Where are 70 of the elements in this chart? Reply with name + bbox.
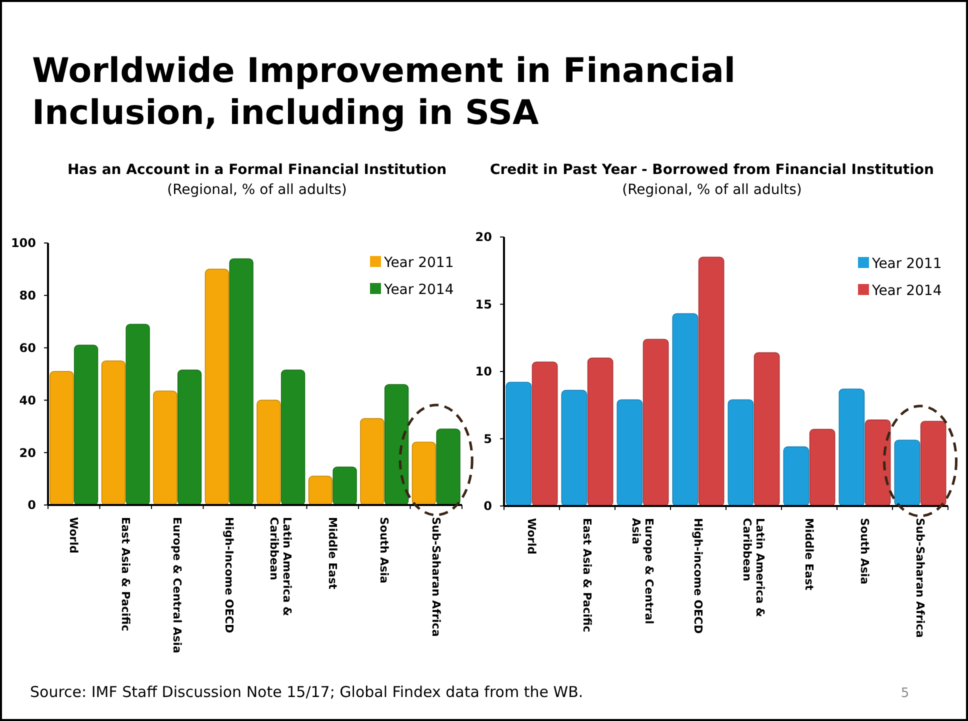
text: 5 [900,686,910,701]
bar [332,466,357,506]
x-tick-label: Sub-Saharan Africa [913,518,926,638]
bar [838,388,865,506]
x-tick-label: Sub-Saharan Africa [429,517,442,637]
legend-label: Year 2011 [871,256,942,272]
chart-title: Has an Account in a Formal Financial Institution [67,162,447,178]
bar [153,390,178,506]
x-tick-label: World [67,517,80,554]
bar [506,382,532,506]
x-tick-label: World [524,518,538,554]
legend-label: Year 2014 [871,282,942,299]
bar [809,428,836,506]
bar [412,442,436,506]
bar [308,476,333,506]
bar [280,370,306,506]
chart-subtitle: (Regional, % of all adults) [167,182,347,198]
bar [384,384,409,506]
x-tick-label: Europe & Central Asia [629,518,656,624]
bar [177,370,202,506]
source-note: Source: IMF Staff Discussion Note 15/17; Global Findex data from the WB. [30,683,584,701]
y-tick-label: 20 [475,230,492,244]
bar [754,352,780,506]
y-tick-label: 60 [19,341,36,355]
chart-subtitle: (Regional, % of all adults) [622,182,802,198]
bar [894,440,920,506]
x-tick-label: South Asia [378,517,391,584]
y-tick-label: 5 [484,432,492,446]
y-tick-label: 15 [475,297,492,312]
bar [616,399,643,506]
bar [101,360,126,506]
bar [783,446,810,506]
x-tick-label: Middle East [802,518,816,590]
text: Worldwide Improvement in Financial Inclusion, including in SSA [32,51,736,133]
chart-title: Credit in Past Year - Borrowed from Financial Institution [490,162,934,178]
bar [698,256,724,506]
bar [561,390,588,506]
x-tick-label: Latin America & Caribbean [268,517,294,617]
x-tick-label: Europe & Central Asia [170,517,184,654]
bar [532,362,558,506]
bar [864,420,891,506]
bar [587,358,614,506]
y-tick-label: 20 [19,446,36,460]
bar [360,418,384,506]
bar [436,428,460,506]
x-tick-label: South Asia [858,518,871,584]
y-tick-label: 100 [10,236,36,250]
y-tick-label: 0 [28,498,36,512]
legend-label: Year 2011 [383,254,454,271]
bar [642,338,669,506]
bar [672,313,698,506]
legend-label: Year 2014 [383,282,454,298]
bar [126,324,150,506]
bar [74,344,98,506]
y-tick-label: 0 [484,499,492,514]
bar [256,400,281,506]
bar [728,399,754,506]
bar [229,258,254,506]
x-tick-label: East Asia & Pacific [580,518,594,632]
y-tick-label: 40 [19,393,36,408]
x-tick-label: Latin America & Caribbean [740,518,766,618]
bar [920,420,946,506]
y-tick-label: 10 [475,364,492,379]
bar [50,370,74,506]
x-tick-label: High-Income OECD [222,517,236,634]
bar [204,268,230,506]
x-tick-label: East Asia & Pacific [118,517,132,632]
x-tick-label: Middle East [326,517,339,590]
y-tick-label: 80 [19,288,36,303]
x-tick-label: High-income OECD [691,518,704,634]
